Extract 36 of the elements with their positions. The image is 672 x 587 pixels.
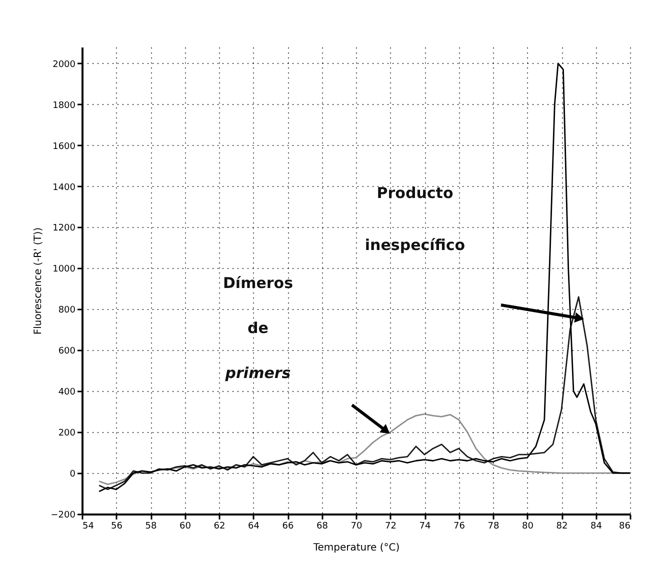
x-axis-title: Temperature (°C) (312, 542, 400, 554)
x-tick-label: 64 (248, 522, 260, 532)
annotation: de (248, 319, 268, 337)
x-tick-label: 68 (316, 522, 328, 532)
y-tick-label: 800 (58, 306, 76, 316)
y-tick-label: 1000 (52, 264, 76, 275)
x-tick-label: 76 (454, 522, 466, 532)
y-tick-label: 600 (58, 346, 76, 357)
x-tick-label: 54 (82, 522, 94, 532)
x-tick-label: 56 (111, 522, 123, 532)
x-tick-label: 78 (488, 522, 500, 532)
annotation: Producto (376, 184, 454, 202)
x-tick-label: 60 (180, 522, 192, 532)
x-tick-label: 86 (619, 522, 631, 532)
y-tick-label: 1600 (52, 142, 76, 152)
x-tick-label: 74 (419, 522, 431, 532)
x-tick-label: 84 (590, 522, 602, 532)
y-tick-label: 1800 (52, 100, 76, 111)
annotation: primers (224, 364, 291, 382)
y-tick-label: 0 (70, 470, 76, 480)
y-tick-label: 400 (58, 388, 76, 398)
x-tick-label: 62 (214, 522, 226, 532)
x-tick-label: 58 (145, 522, 157, 532)
y-tick-label: 200 (58, 428, 76, 439)
y-tick-label: 1400 (52, 182, 76, 193)
y-axis-title: Fluorescence (-R' (T)) (32, 227, 44, 335)
x-tick-label: 80 (522, 522, 534, 532)
x-tick-label: 70 (350, 522, 362, 532)
y-tick-label: 2000 (52, 60, 76, 70)
annotation: Dímeros (222, 274, 294, 292)
x-tick-label: 82 (556, 522, 568, 532)
annotation: inespecífico (364, 236, 466, 254)
x-tick-label: 66 (282, 522, 294, 532)
y-tick-label: −200 (50, 510, 76, 520)
y-tick-label: 1200 (52, 224, 76, 234)
x-tick-label: 72 (385, 522, 396, 532)
